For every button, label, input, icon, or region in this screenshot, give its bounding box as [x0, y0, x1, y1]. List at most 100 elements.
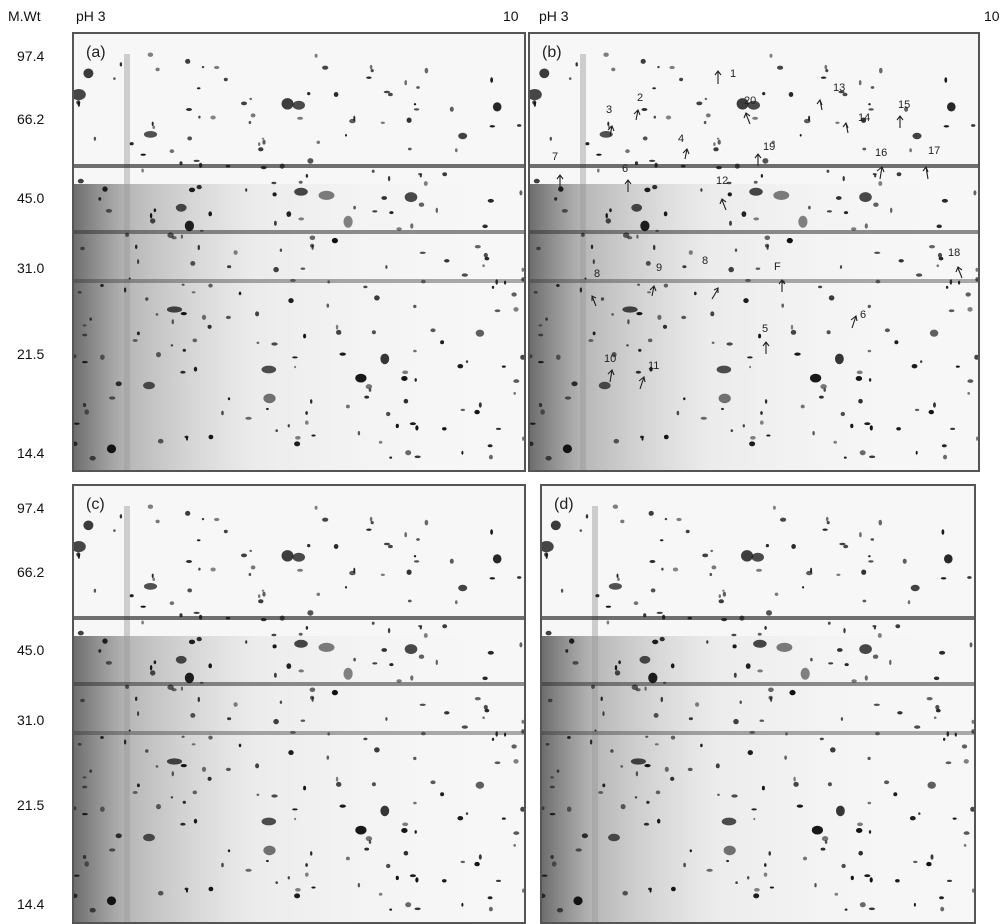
protein-spot	[618, 660, 621, 665]
protein-spot	[166, 758, 183, 765]
protein-spot	[421, 731, 426, 736]
protein-spot	[383, 90, 390, 94]
protein-spot	[494, 309, 501, 313]
protein-spot	[595, 594, 600, 598]
protein-spot	[233, 702, 238, 707]
protein-spot	[336, 781, 342, 787]
protein-spot	[316, 140, 321, 144]
protein-spot	[545, 455, 552, 461]
protein-spot	[368, 840, 372, 844]
protein-spot	[314, 53, 318, 58]
protein-spot	[603, 52, 609, 57]
gel-band	[74, 279, 524, 283]
protein-spot	[519, 190, 523, 196]
protein-spot	[904, 106, 909, 112]
protein-spot	[80, 698, 85, 703]
protein-spot	[496, 879, 501, 882]
protein-spot	[248, 120, 252, 125]
protein-spot	[513, 844, 516, 847]
protein-spot	[475, 329, 485, 337]
protein-spot	[872, 654, 879, 659]
protein-spot	[365, 384, 373, 390]
protein-spot	[102, 638, 108, 644]
protein-spot	[756, 568, 762, 572]
protein-spot	[478, 402, 482, 408]
protein-spot	[405, 902, 412, 908]
protein-spot	[143, 833, 155, 842]
protein-spot	[655, 229, 659, 232]
protein-spot	[670, 735, 676, 740]
protein-spot	[625, 149, 630, 154]
protein-spot	[606, 620, 610, 625]
gel-band	[542, 731, 974, 735]
protein-spot	[859, 644, 872, 655]
protein-spot	[182, 800, 186, 804]
protein-spot	[98, 197, 102, 201]
protein-spot	[196, 539, 201, 542]
protein-spot	[187, 588, 193, 593]
protein-spot	[530, 89, 542, 101]
protein-spot	[169, 601, 175, 606]
protein-spot	[826, 169, 830, 173]
protein-spot	[650, 588, 656, 593]
protein-spot	[311, 434, 316, 437]
protein-spot	[793, 781, 799, 787]
protein-spot	[768, 851, 771, 856]
panel-label-a: (a)	[86, 44, 106, 61]
protein-spot	[419, 251, 426, 254]
protein-spot	[495, 731, 499, 737]
protein-spot	[274, 672, 277, 678]
protein-spot	[967, 307, 973, 312]
protein-spot	[655, 790, 661, 795]
protein-spot	[180, 764, 187, 768]
protein-spot	[322, 517, 329, 522]
protein-spot	[730, 429, 734, 432]
protein-spot	[607, 121, 610, 127]
protein-spot	[435, 659, 438, 665]
ph-left-label-a: pH 3	[76, 8, 106, 24]
protein-spot	[214, 65, 220, 70]
protein-spot	[385, 265, 388, 269]
protein-spot	[622, 890, 628, 896]
protein-spot	[600, 297, 605, 301]
protein-spot	[939, 896, 944, 900]
protein-spot	[861, 569, 867, 575]
protein-spot	[410, 675, 414, 681]
protein-spot	[501, 365, 506, 368]
protein-spot	[245, 188, 248, 192]
protein-spot	[482, 264, 485, 267]
protein-spot	[221, 862, 224, 868]
protein-spot	[423, 633, 428, 638]
protein-spot	[644, 764, 651, 768]
protein-spot	[180, 312, 187, 316]
protein-spot	[74, 89, 86, 101]
protein-spot	[256, 341, 260, 344]
gel-panel-b: (b) 1 2 3 4 5 6 7 8 9 8 F 12 13 14 15 16…	[528, 32, 980, 472]
protein-spot	[387, 544, 393, 549]
protein-spot	[419, 703, 426, 706]
protein-spot	[742, 424, 745, 428]
protein-spot	[482, 716, 485, 719]
protein-spot	[766, 244, 769, 250]
protein-spot	[836, 805, 845, 817]
protein-spot	[878, 519, 883, 526]
protein-spot	[605, 213, 608, 219]
protein-spot	[665, 115, 672, 120]
protein-spot	[414, 907, 421, 911]
protein-spot	[727, 192, 732, 197]
protein-spot	[208, 735, 213, 740]
protein-spot	[709, 572, 713, 577]
protein-spot	[734, 163, 740, 169]
protein-spot	[826, 330, 831, 335]
protein-spot	[940, 906, 945, 912]
protein-spot	[745, 278, 751, 282]
protein-spot	[819, 395, 824, 399]
protein-spot	[836, 196, 842, 200]
protein-spot	[256, 793, 260, 796]
protein-spot	[387, 627, 391, 634]
protein-spot	[766, 434, 771, 437]
protein-spot	[556, 284, 560, 287]
protein-spot	[766, 610, 772, 616]
protein-spot	[413, 560, 420, 563]
protein-spot	[521, 729, 524, 734]
